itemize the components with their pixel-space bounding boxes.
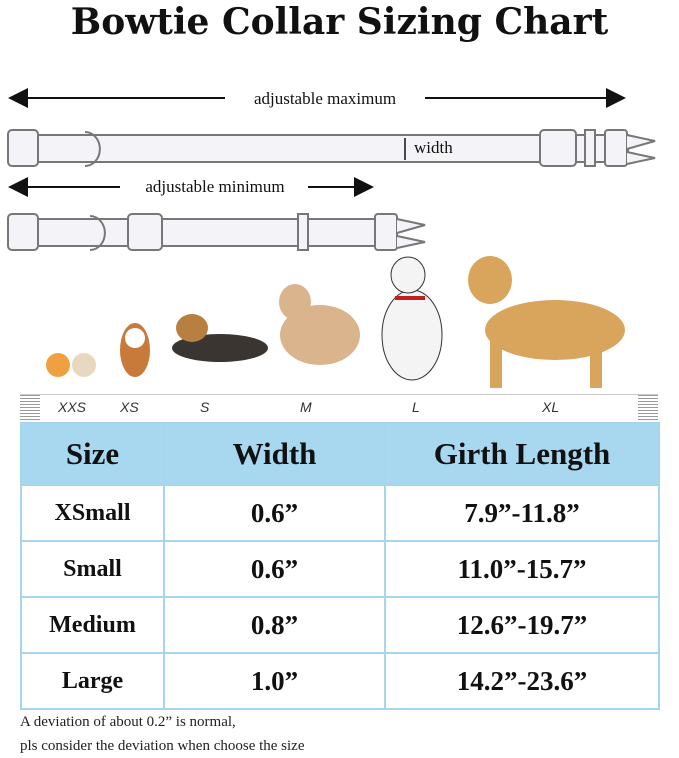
chart-title: Bowtie Collar Sizing Chart <box>70 1 609 43</box>
l-dog-image <box>381 256 443 381</box>
note-line-2: pls consider the deviation when choose t… <box>20 738 305 754</box>
collar-max <box>7 129 656 167</box>
header-size: Size <box>20 422 165 486</box>
ruler-label-xs: XS <box>120 399 139 415</box>
xxs-pets-image <box>46 353 96 377</box>
cell-width: 0.6” <box>163 540 386 598</box>
cell-girth: 12.6”-19.7” <box>384 596 660 654</box>
width-label: width <box>414 138 453 157</box>
cell-width: 1.0” <box>163 652 386 710</box>
table-header-row: Size Width Girth Length <box>20 422 660 486</box>
s-dog-image <box>172 314 268 362</box>
cell-girth: 11.0”-15.7” <box>384 540 660 598</box>
table-row: Large 1.0” 14.2”-23.6” <box>20 652 660 710</box>
ruler-label-m: M <box>300 399 312 415</box>
cell-size: XSmall <box>20 484 165 542</box>
table-row: Medium 0.8” 12.6”-19.7” <box>20 596 660 654</box>
cell-girth: 7.9”-11.8” <box>384 484 660 542</box>
deviation-note: A deviation of about 0.2” is normal, pls… <box>20 710 305 758</box>
cell-size: Large <box>20 652 165 710</box>
collar-diagram: adjustable maximum width adjustable mini… <box>7 88 656 251</box>
ruler-label-l: L <box>412 399 420 415</box>
cell-width: 0.6” <box>163 484 386 542</box>
header-width: Width <box>163 422 386 486</box>
xl-dog-image <box>468 256 625 388</box>
adjustable-maximum-label: adjustable maximum <box>254 89 396 108</box>
cell-size: Small <box>20 540 165 598</box>
header-girth-length: Girth Length <box>384 422 660 486</box>
ruler-end-left <box>20 395 40 421</box>
ruler-label-xxs: XXS <box>58 399 87 415</box>
note-line-1: A deviation of about 0.2” is normal, <box>20 714 236 730</box>
cell-girth: 14.2”-23.6” <box>384 652 660 710</box>
size-ruler: XXS XS S M L XL <box>20 394 658 421</box>
cell-size: Medium <box>20 596 165 654</box>
cell-width: 0.8” <box>163 596 386 654</box>
ruler-label-s: S <box>200 399 210 415</box>
adjustable-minimum-label: adjustable minimum <box>145 177 284 196</box>
xs-dog-image <box>120 323 150 377</box>
size-table: Size Width Girth Length XSmall 0.6” 7.9”… <box>20 422 660 710</box>
collar-min <box>7 213 426 251</box>
ruler-end-right <box>638 395 658 421</box>
table-row: XSmall 0.6” 7.9”-11.8” <box>20 484 660 542</box>
ruler-label-xl: XL <box>542 399 560 415</box>
dog-size-illustrations <box>46 256 625 388</box>
table-row: Small 0.6” 11.0”-15.7” <box>20 540 660 598</box>
m-dog-image <box>279 284 360 365</box>
